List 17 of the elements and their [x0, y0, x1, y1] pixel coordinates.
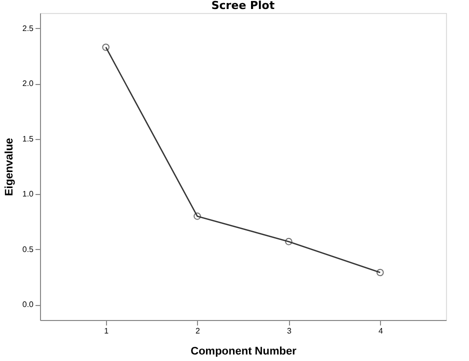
y-tick-label: 1.0: [22, 190, 34, 199]
point: [194, 212, 201, 220]
x-tick-label: 1: [104, 326, 110, 336]
y-tick-label: 0.0: [22, 300, 34, 310]
y-tick-label: 2.5: [22, 24, 34, 33]
x-tick-label: 4: [378, 326, 384, 336]
point: [102, 44, 110, 51]
y-tick-label: 2.0: [22, 79, 34, 88]
x-tick-label: 3: [286, 326, 292, 336]
y-axis-title: Eigenvalue: [3, 138, 16, 196]
y-tick-label: 0.5: [22, 244, 34, 254]
point: [285, 238, 292, 246]
x-axis-title: Component Number: [190, 346, 298, 358]
y-tick-label: 1.5: [22, 134, 34, 144]
chart-title: Scree Plot: [211, 0, 275, 12]
point: [376, 268, 384, 276]
x-tick-label: 2: [196, 326, 201, 336]
